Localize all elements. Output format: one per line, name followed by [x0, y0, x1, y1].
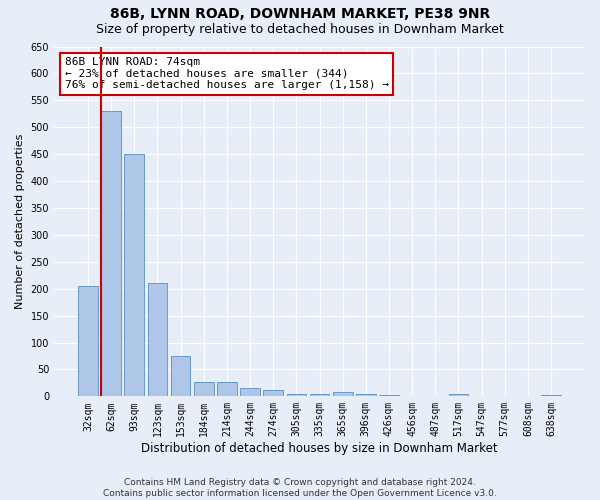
Bar — [194, 382, 214, 396]
Bar — [541, 394, 561, 396]
Bar — [263, 390, 283, 396]
Bar — [287, 394, 306, 396]
Bar — [379, 394, 399, 396]
Bar — [124, 154, 144, 396]
Bar — [356, 394, 376, 396]
Text: Size of property relative to detached houses in Downham Market: Size of property relative to detached ho… — [96, 22, 504, 36]
Bar — [333, 392, 353, 396]
X-axis label: Distribution of detached houses by size in Downham Market: Distribution of detached houses by size … — [141, 442, 498, 455]
Y-axis label: Number of detached properties: Number of detached properties — [15, 134, 25, 309]
Text: 86B, LYNN ROAD, DOWNHAM MARKET, PE38 9NR: 86B, LYNN ROAD, DOWNHAM MARKET, PE38 9NR — [110, 8, 490, 22]
Text: Contains HM Land Registry data © Crown copyright and database right 2024.
Contai: Contains HM Land Registry data © Crown c… — [103, 478, 497, 498]
Text: 86B LYNN ROAD: 74sqm
← 23% of detached houses are smaller (344)
76% of semi-deta: 86B LYNN ROAD: 74sqm ← 23% of detached h… — [65, 57, 389, 90]
Bar — [78, 286, 98, 397]
Bar — [148, 284, 167, 397]
Bar — [449, 394, 468, 396]
Bar — [217, 382, 237, 396]
Bar — [310, 394, 329, 396]
Bar — [240, 388, 260, 396]
Bar — [171, 356, 190, 397]
Bar — [101, 111, 121, 397]
